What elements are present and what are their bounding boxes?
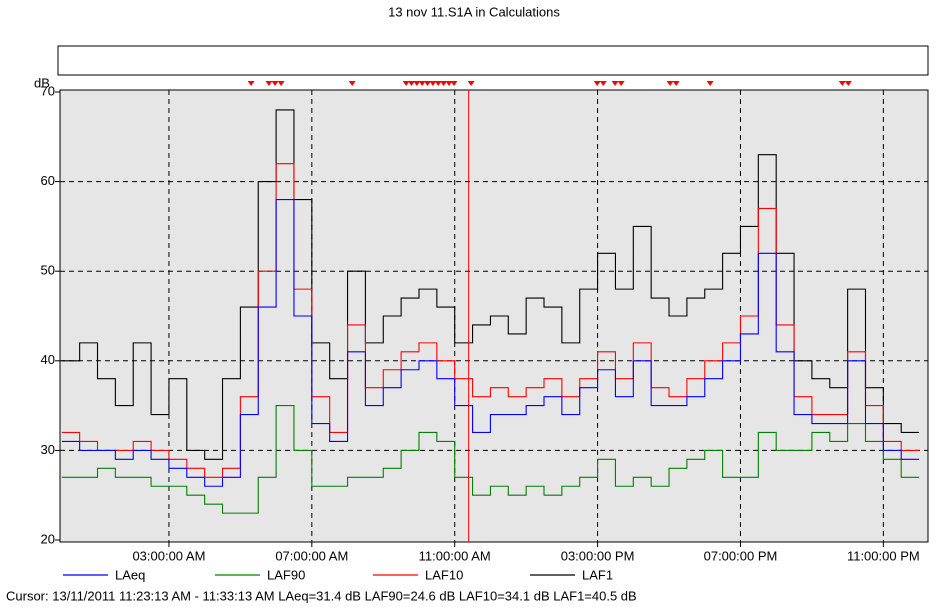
y-tick-label: 70 — [41, 83, 55, 98]
event-marker — [247, 81, 255, 86]
event-marker — [672, 81, 680, 86]
event-marker — [407, 81, 415, 86]
legend-label: LAF1 — [582, 567, 613, 582]
series-line — [61, 163, 920, 478]
legend-label: LAeq — [115, 567, 145, 582]
event-marker — [402, 81, 410, 86]
event-marker — [706, 81, 714, 86]
event-marker — [424, 81, 432, 86]
event-marker — [265, 81, 273, 86]
event-marker — [429, 81, 437, 86]
y-tick-label: 40 — [41, 352, 55, 367]
event-marker — [434, 81, 442, 86]
x-tick-label: 03:00:00 PM — [561, 548, 635, 563]
legend-label: LAF90 — [267, 567, 305, 582]
event-marker — [666, 81, 674, 86]
event-marker — [617, 81, 625, 86]
y-tick-label: 30 — [41, 442, 55, 457]
event-marker — [413, 81, 421, 86]
y-tick-label: 20 — [41, 531, 55, 546]
x-tick-label: 11:00:00 PM — [847, 548, 920, 563]
event-marker — [593, 81, 601, 86]
series-line — [61, 405, 920, 514]
event-marker — [440, 81, 448, 86]
x-tick-label: 07:00:00 PM — [704, 548, 778, 563]
event-marker — [599, 81, 607, 86]
series-line — [61, 198, 920, 487]
x-tick-label: 07:00:00 AM — [275, 548, 348, 563]
event-marker — [611, 81, 619, 86]
event-marker — [844, 81, 852, 86]
event-marker — [277, 81, 285, 86]
cursor-label: Cursor: 13/11/2011 11:23:13 AM - 11:33:1… — [6, 588, 637, 603]
event-marker — [271, 81, 279, 86]
event-marker — [418, 81, 426, 86]
y-axis-label: dB — [34, 75, 50, 90]
x-tick-label: 11:00:00 AM — [419, 548, 491, 563]
event-marker — [467, 81, 475, 86]
event-marker — [348, 81, 356, 86]
event-marker — [838, 81, 846, 86]
y-tick-label: 60 — [41, 173, 55, 188]
event-marker — [450, 81, 458, 86]
series-line — [61, 109, 920, 460]
x-tick-label: 03:00:00 AM — [132, 548, 205, 563]
event-marker — [445, 81, 453, 86]
overview-box — [57, 45, 929, 76]
y-tick-label: 50 — [41, 263, 55, 278]
chart-title: 13 nov 11.S1A in Calculations — [388, 4, 560, 19]
legend-label: LAF10 — [425, 567, 463, 582]
